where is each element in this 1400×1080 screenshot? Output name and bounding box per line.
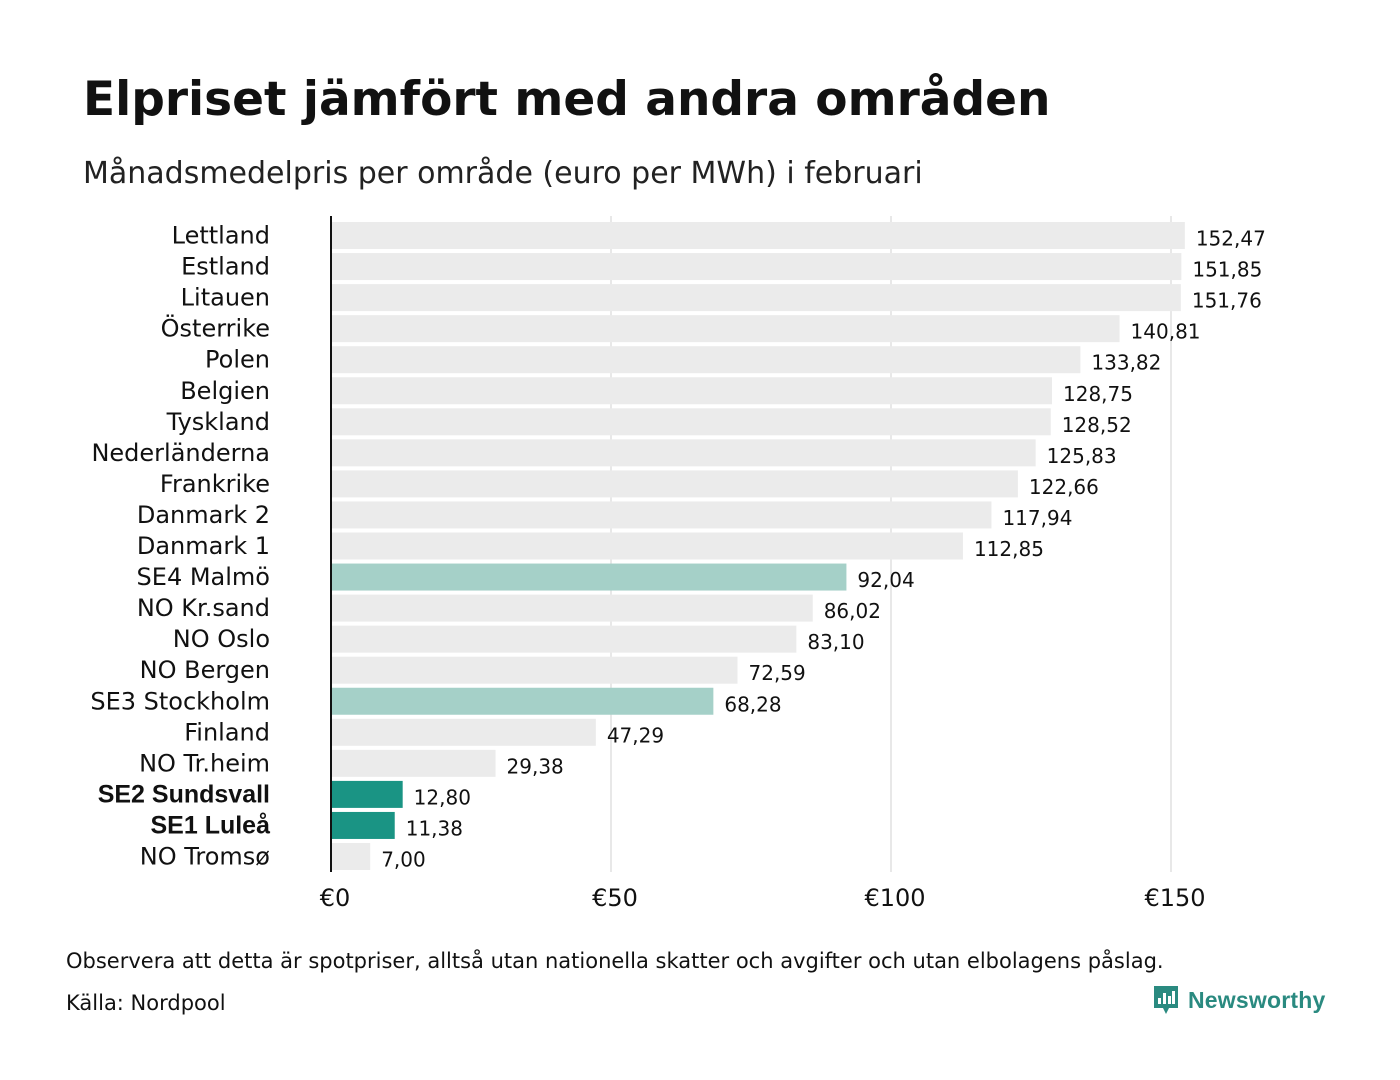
bar: [331, 532, 963, 560]
category-label: Estland: [181, 253, 270, 281]
bar: [331, 687, 714, 715]
value-label: 11,38: [406, 816, 463, 840]
chart-subtitle: Månadsmedelpris per område (euro per MWh…: [83, 156, 923, 191]
value-label: 72,59: [749, 661, 806, 685]
value-label: 92,04: [857, 568, 914, 592]
value-label: 68,28: [724, 692, 781, 716]
category-label: Frankrike: [160, 470, 270, 498]
value-label: 151,85: [1192, 258, 1262, 282]
value-labels: 152,47 151,85 151,76 140,81 133,82 128,75 128,…: [381, 227, 1266, 872]
category-label: Danmark 2: [137, 501, 270, 529]
bar: [331, 780, 403, 808]
bar: [331, 377, 1052, 405]
value-label: 122,66: [1029, 475, 1099, 499]
brand-name: Newsworthy: [1188, 986, 1326, 1013]
value-label: 29,38: [507, 754, 564, 778]
category-label: Polen: [205, 346, 270, 374]
x-tick-label: €150: [1144, 884, 1205, 912]
bar: [331, 253, 1182, 281]
value-label: 86,02: [824, 599, 881, 623]
category-label: NO Kr.sand: [137, 594, 270, 622]
category-label: Litauen: [181, 284, 270, 312]
category-label: NO Tromsø: [140, 843, 270, 871]
bar: [331, 408, 1051, 436]
value-label: 125,83: [1047, 444, 1117, 468]
category-label: NO Bergen: [140, 656, 270, 684]
newsworthy-logo-icon: [1154, 986, 1178, 1014]
category-label: SE4 Malmö: [137, 563, 270, 591]
bar: [331, 656, 738, 684]
x-axis-ticks: €0 €50 €100 €150: [320, 884, 1206, 912]
value-label: 7,00: [381, 848, 426, 872]
value-label: 133,82: [1091, 351, 1161, 375]
value-label: 47,29: [607, 723, 664, 747]
category-label: NO Oslo: [173, 625, 270, 653]
category-label: SE1 Luleå: [151, 811, 271, 839]
value-label: 83,10: [807, 630, 864, 654]
chart-title: Elpriset jämfört med andra områden: [83, 72, 1051, 127]
category-label: Belgien: [180, 377, 270, 405]
bar: [331, 284, 1181, 312]
bar: [331, 718, 596, 746]
brand-logo: Newsworthy: [1152, 984, 1325, 1016]
category-label: Danmark 1: [137, 532, 270, 560]
bar: [331, 811, 395, 839]
value-label: 112,85: [974, 537, 1044, 561]
value-label: 151,76: [1192, 289, 1262, 313]
category-label: Tyskland: [166, 408, 270, 436]
bar: [331, 843, 371, 870]
bar: [331, 222, 1185, 249]
bar: [331, 501, 992, 529]
value-label: 152,47: [1196, 227, 1266, 251]
category-label: Lettland: [172, 222, 270, 250]
source-credit: Källa: Nordpool: [66, 991, 226, 1015]
bar: [331, 563, 847, 591]
category-label: SE2 Sundsvall: [98, 780, 270, 808]
category-label: NO Tr.heim: [139, 749, 270, 777]
value-label: 117,94: [1002, 506, 1072, 530]
footnote: Observera att detta är spotpriser, allts…: [66, 949, 1164, 973]
bar: [331, 346, 1081, 374]
bar: [331, 625, 797, 653]
x-tick-label: €100: [864, 884, 925, 912]
category-label: SE3 Stockholm: [90, 687, 270, 715]
bar: [331, 470, 1018, 498]
bars: [331, 222, 1185, 870]
value-label: 128,52: [1062, 413, 1132, 437]
bar: [331, 439, 1036, 467]
bar: [331, 749, 496, 777]
bar: [331, 594, 813, 622]
category-label: Nederländerna: [91, 439, 270, 467]
value-label: 12,80: [414, 785, 471, 809]
x-tick-label: €0: [320, 884, 351, 912]
x-tick-label: €50: [592, 884, 638, 912]
value-label: 140,81: [1131, 320, 1201, 344]
value-label: 128,75: [1063, 382, 1133, 406]
category-label: Finland: [184, 718, 270, 746]
bar: [331, 315, 1120, 343]
category-label: Österrike: [161, 314, 270, 343]
